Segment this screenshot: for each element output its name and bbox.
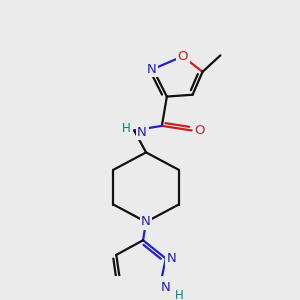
Text: O: O <box>177 50 188 63</box>
Text: H: H <box>122 122 130 135</box>
Text: H: H <box>175 289 184 300</box>
Text: N: N <box>161 281 171 294</box>
Text: N: N <box>137 126 147 139</box>
Text: O: O <box>194 124 205 137</box>
Text: N: N <box>147 63 157 76</box>
Text: N: N <box>167 252 177 265</box>
Text: N: N <box>141 215 151 228</box>
